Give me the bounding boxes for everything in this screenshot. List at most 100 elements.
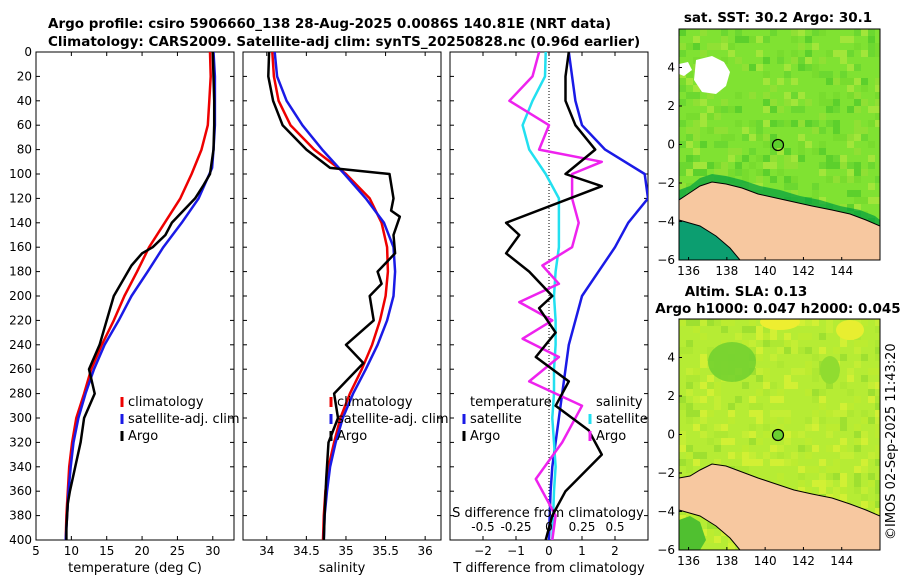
map-cell — [833, 473, 840, 480]
map-cell — [798, 487, 805, 494]
map-cell — [777, 50, 784, 57]
map-cell — [840, 354, 847, 361]
map-cell — [819, 396, 826, 403]
map-cell — [826, 319, 833, 326]
map-cell — [784, 99, 791, 106]
salinity-xtick-label: 35 — [338, 544, 353, 558]
map-cell — [798, 155, 805, 162]
map-cell — [686, 382, 693, 389]
map-cell — [700, 99, 707, 106]
map-cell — [756, 410, 763, 417]
map-cell — [714, 162, 721, 169]
map-cell — [693, 424, 700, 431]
map-cell — [721, 141, 728, 148]
map-cell — [686, 169, 693, 176]
map-cell — [770, 445, 777, 452]
map-cell — [749, 148, 756, 155]
map-cell — [686, 340, 693, 347]
map-cell — [875, 487, 880, 494]
map-cell — [728, 106, 735, 113]
map-cell — [686, 459, 693, 466]
difference-panel: −2 −1 0 1 2 T difference from climatology -0.5… — [449, 51, 649, 576]
map-cell — [868, 183, 875, 190]
map-cell — [777, 396, 784, 403]
depth-tick-label: 280 — [9, 387, 32, 401]
map-cell — [819, 71, 826, 78]
map-cell — [693, 134, 700, 141]
map-cell — [798, 431, 805, 438]
map-cell — [819, 459, 826, 466]
map-cell — [798, 319, 805, 326]
sla-argo-marker — [771, 428, 785, 442]
map-cell — [875, 319, 880, 326]
map-cell — [679, 162, 686, 169]
map-cell — [784, 162, 791, 169]
depth-tick-label: 60 — [17, 118, 32, 132]
sla-green-corner — [679, 516, 706, 550]
map-cell — [721, 162, 728, 169]
map-cell — [763, 169, 770, 176]
map-cell — [707, 347, 714, 354]
map-cell — [756, 333, 763, 340]
map-cell — [707, 375, 714, 382]
map-cell — [770, 459, 777, 466]
map-cell — [868, 473, 875, 480]
map-cell — [798, 466, 805, 473]
map-cell — [819, 148, 826, 155]
map-cell — [721, 326, 728, 333]
map-cell — [840, 480, 847, 487]
map-cell — [805, 417, 812, 424]
map-cell — [847, 106, 854, 113]
map-cell — [805, 347, 812, 354]
map-cell — [714, 382, 721, 389]
map-cell — [686, 92, 693, 99]
map-cell — [868, 368, 875, 375]
map-cell — [875, 340, 880, 347]
map-cell — [756, 417, 763, 424]
map-cell — [784, 64, 791, 71]
map-cell — [826, 382, 833, 389]
map-cell — [728, 319, 735, 326]
map-cell — [805, 389, 812, 396]
map-cell — [749, 424, 756, 431]
map-cell — [742, 382, 749, 389]
map-cell — [819, 113, 826, 120]
map-cell — [749, 36, 756, 43]
map-cell — [700, 424, 707, 431]
map-cell — [700, 417, 707, 424]
map-cell — [805, 319, 812, 326]
map-cell — [819, 389, 826, 396]
map-cell — [756, 155, 763, 162]
map-cell — [826, 466, 833, 473]
map-cell — [686, 466, 693, 473]
map-cell — [861, 134, 868, 141]
map-cell — [686, 417, 693, 424]
map-cell — [826, 120, 833, 127]
map-cell — [805, 445, 812, 452]
salinity-xtick-label: 36 — [418, 544, 433, 558]
sla-high-anomaly — [708, 342, 756, 382]
depth-tick-label: 20 — [17, 69, 32, 83]
sal-legend-satellite-label: satellite-adj. clim — [337, 412, 449, 427]
map-cell — [756, 64, 763, 71]
map-cell — [700, 50, 707, 57]
map-cell — [693, 113, 700, 120]
map-cell — [875, 354, 880, 361]
map-cell — [791, 155, 798, 162]
map-cell — [798, 148, 805, 155]
map-cell — [847, 190, 854, 197]
map-cell — [805, 487, 812, 494]
map-cell — [679, 515, 686, 522]
sla-green-patch — [820, 356, 840, 384]
map-cell — [840, 57, 847, 64]
map-cell — [777, 410, 784, 417]
map-cell — [854, 64, 861, 71]
map-cell — [791, 340, 798, 347]
map-cell — [812, 466, 819, 473]
map-cell — [707, 92, 714, 99]
map-cell — [700, 162, 707, 169]
differences-xtick-label: 0 — [545, 544, 553, 558]
sla_map-lat-label: −2 — [657, 466, 675, 480]
map-cell — [854, 148, 861, 155]
sla-map-subtitle: Argo h1000: 0.047 h2000: 0.045 — [655, 301, 900, 317]
